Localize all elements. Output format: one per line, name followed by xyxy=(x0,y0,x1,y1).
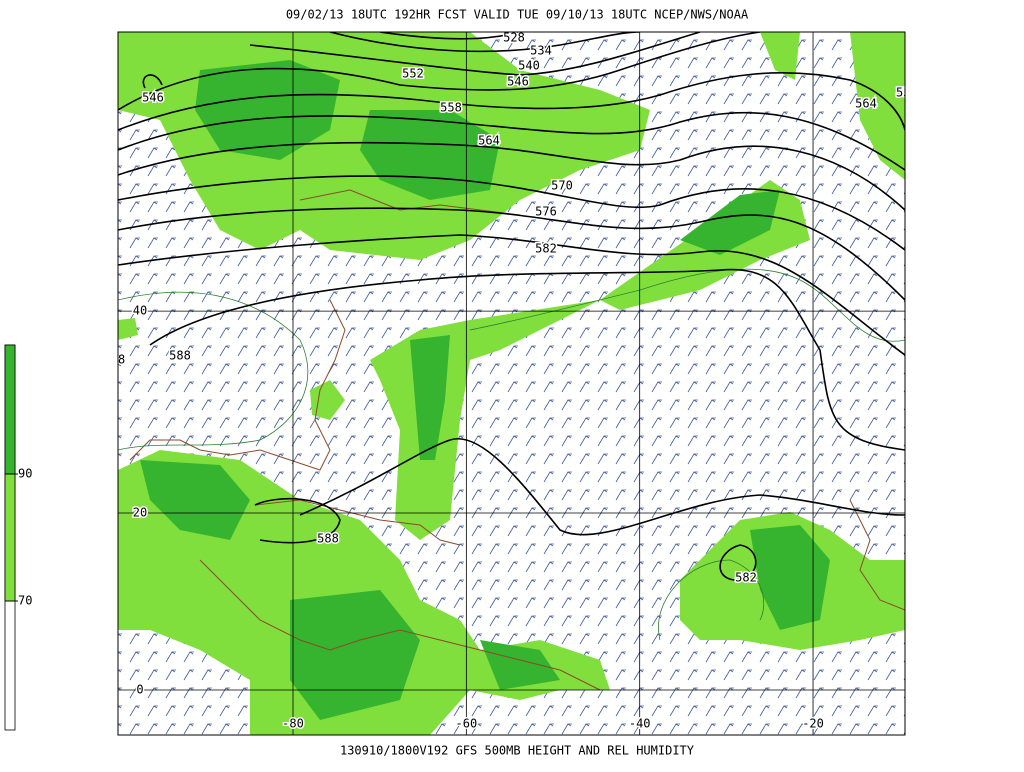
contour-label: 546 xyxy=(507,75,529,89)
height-contours xyxy=(118,32,905,581)
contour-label: 570 xyxy=(551,179,573,193)
contour-label: 582 xyxy=(735,571,757,585)
contour-label: 55 xyxy=(896,86,910,100)
coastlines xyxy=(129,189,905,691)
contour-label: 552 xyxy=(402,67,424,81)
contour-label: 8 xyxy=(118,353,125,367)
longitude-label: -60 xyxy=(456,717,478,731)
longitude-label: -20 xyxy=(802,717,824,731)
contour-label: 588 xyxy=(169,349,191,363)
map-title: 09/02/13 18UTC 192HR FCST VALID TUE 09/1… xyxy=(286,8,749,22)
colorbar-band-high xyxy=(4,344,16,475)
contour-labels: 528 534 540 546 546 552 558 564 570 576 … xyxy=(118,31,910,586)
colorbar-band-mid xyxy=(4,473,16,602)
map-area: 528 534 540 546 546 552 558 564 570 576 … xyxy=(118,31,910,735)
colorbar-label: 70 xyxy=(18,594,32,608)
contour-label: 528 xyxy=(503,31,525,45)
contour-label: 546 xyxy=(142,91,164,105)
humidity-90 xyxy=(140,60,830,720)
contour-label: 534 xyxy=(530,44,552,58)
colorbar-label: 90 xyxy=(18,467,32,481)
latitude-label: 0 xyxy=(136,683,143,697)
latitude-label: 20 xyxy=(133,506,147,520)
contour-label: 564 xyxy=(478,134,500,148)
contour-label: 576 xyxy=(535,205,557,219)
contour-label: 588 xyxy=(317,532,339,546)
latitude-label: 40 xyxy=(133,304,147,318)
longitude-label: -40 xyxy=(629,717,651,731)
colorbar: 90 70 xyxy=(4,344,32,731)
map-caption: 130910/1800V192 GFS 500MB HEIGHT AND REL… xyxy=(340,744,695,758)
contour-label: 564 xyxy=(855,97,877,111)
map-frame xyxy=(117,31,906,736)
contour-label: 540 xyxy=(518,59,540,73)
longitude-label: -80 xyxy=(282,717,304,731)
graticule: 40 20 0 -80 -60 -40 -20 xyxy=(118,32,905,735)
contour-label: 582 xyxy=(535,242,557,256)
contour-label: 558 xyxy=(440,101,462,115)
